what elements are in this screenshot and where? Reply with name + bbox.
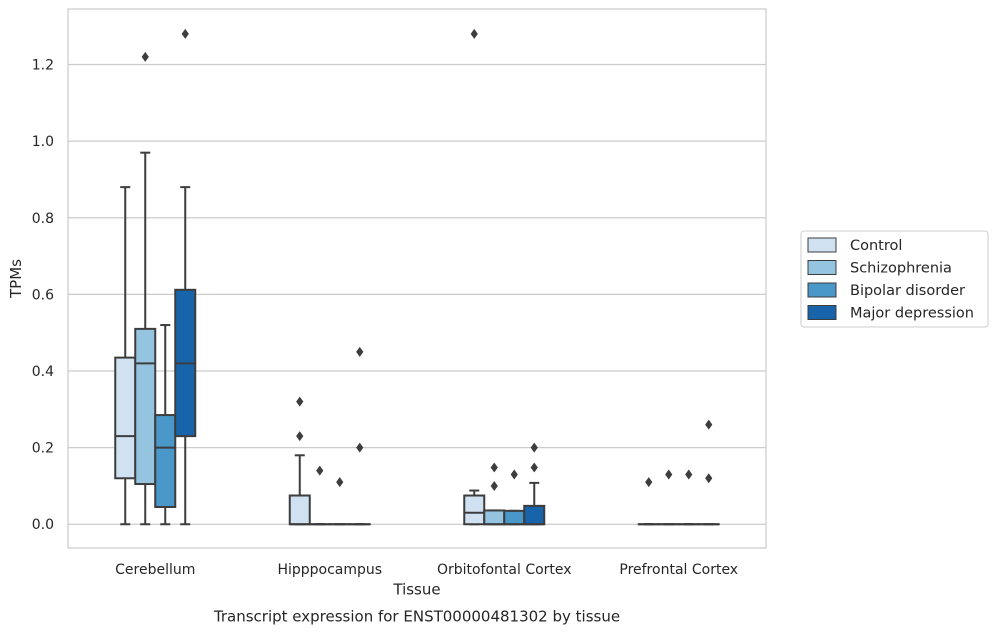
x-tick-label: Cerebellum — [115, 562, 195, 578]
outlier-marker — [316, 465, 324, 476]
box — [134, 51, 157, 526]
box — [288, 396, 311, 526]
outlier-marker — [181, 28, 189, 39]
legend-swatch — [807, 305, 837, 320]
box — [328, 477, 351, 526]
box — [114, 186, 137, 526]
outlier-marker — [490, 462, 498, 473]
y-tick-label: 0.8 — [32, 211, 54, 227]
box-body — [154, 414, 177, 509]
box — [483, 462, 506, 526]
outlier-marker — [685, 469, 693, 480]
box-body — [503, 509, 526, 526]
y-tick-label: 0.6 — [32, 287, 54, 303]
outlier-marker — [705, 419, 713, 430]
outlier-marker — [645, 477, 653, 488]
outlier-marker — [530, 442, 538, 453]
outlier-marker — [530, 462, 538, 473]
box-body — [463, 494, 486, 526]
series-bipolar-disorder — [154, 324, 700, 526]
outlier-marker — [490, 480, 498, 491]
box-body — [134, 327, 157, 486]
x-tick-label: Orbitofontal Cortex — [437, 562, 572, 578]
outlier-marker — [336, 477, 344, 488]
series-schizophrenia — [134, 51, 680, 526]
y-tick-label: 0.4 — [32, 364, 54, 380]
outlier-marker — [296, 431, 304, 442]
box — [697, 419, 720, 526]
legend-swatch — [807, 260, 837, 275]
outlier-marker — [356, 442, 364, 453]
legend-label: Major depression — [850, 306, 974, 322]
box — [503, 469, 526, 526]
box-body — [114, 356, 137, 480]
y-axis-label: TPMs — [7, 259, 25, 299]
box-body — [483, 509, 506, 526]
box — [154, 324, 177, 526]
outlier-marker — [296, 396, 304, 407]
x-axis-ticks: Cerebellum Hipppocampus Orbitofontal Corte… — [115, 562, 738, 578]
x-tick-label: Hipppocampus — [277, 562, 382, 578]
series-major-depression — [174, 28, 720, 526]
plot-frame — [67, 8, 767, 549]
box — [523, 442, 546, 526]
outlier-marker — [510, 469, 518, 480]
box — [677, 469, 700, 526]
legend-frame — [800, 230, 989, 328]
outlier-marker — [705, 473, 713, 484]
x-axis-label: Tissue — [392, 581, 440, 599]
box-body — [288, 494, 311, 526]
box — [348, 346, 371, 526]
box — [463, 28, 486, 526]
chart-caption: Transcript expression for ENST0000048130… — [213, 608, 620, 626]
y-tick-label: 1.0 — [32, 134, 54, 150]
box — [657, 469, 680, 526]
legend-swatch — [807, 282, 837, 298]
outlier-marker — [356, 346, 364, 357]
box — [174, 28, 197, 526]
y-tick-label: 0.0 — [32, 517, 54, 533]
legend-swatch — [807, 237, 837, 253]
y-tick-label: 1.2 — [32, 58, 54, 74]
box — [637, 477, 660, 526]
legend-label: Schizophrenia — [850, 261, 952, 277]
box — [308, 465, 331, 526]
legend-label: Control — [850, 238, 902, 254]
y-axis-ticks: 0.0 0.2 0.4 0.6 0.8 1.0 1.2 — [32, 58, 54, 534]
outlier-marker — [470, 28, 478, 39]
series-control — [114, 28, 660, 526]
legend: Control Schizophrenia Bipolar disorder Majo… — [800, 230, 989, 328]
outlier-marker — [141, 51, 149, 62]
y-tick-label: 0.2 — [32, 441, 54, 457]
legend-label: Bipolar disorder — [850, 283, 965, 299]
outlier-marker — [665, 469, 673, 480]
boxes — [114, 28, 720, 526]
x-tick-label: Prefrontal Cortex — [619, 562, 738, 578]
box-body — [523, 504, 546, 526]
